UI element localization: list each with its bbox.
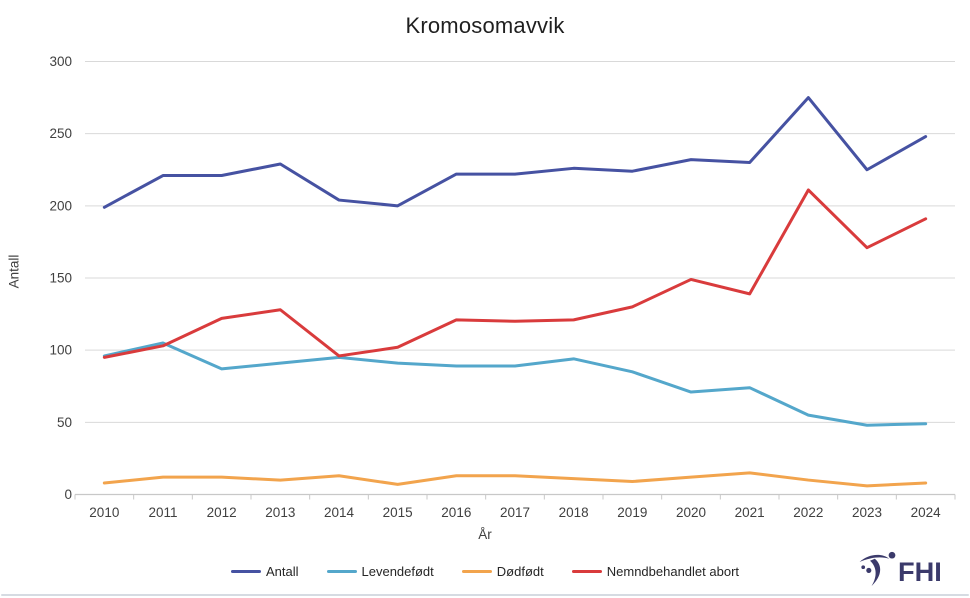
fhi-logo-text: FHI bbox=[898, 556, 942, 587]
series-line-levendef-dt bbox=[102, 341, 928, 427]
x-axis-title: År bbox=[478, 527, 492, 542]
series-line-antall bbox=[102, 96, 928, 209]
fhi-logo: FHI bbox=[859, 551, 942, 587]
legend-item-nemndbehandlet-abort: Nemndbehandlet abort bbox=[571, 564, 740, 579]
y-tick-label: 200 bbox=[49, 198, 72, 213]
legend-item-dodfodt: Dødfødt bbox=[461, 564, 544, 579]
x-tick-label: 2015 bbox=[383, 505, 413, 520]
x-tick-label: 2018 bbox=[559, 505, 589, 520]
chart-legend: Antall Levendefødt Dødfødt Nemndbehandle… bbox=[0, 564, 970, 579]
y-tick-label: 50 bbox=[57, 415, 72, 430]
legend-swatch-antall bbox=[230, 569, 261, 574]
legend-item-antall: Antall bbox=[230, 564, 299, 579]
legend-swatch-levendefodt bbox=[326, 569, 357, 574]
x-tick-label: 2013 bbox=[265, 505, 295, 520]
series-line-d-df-dt bbox=[102, 471, 928, 488]
legend-item-levendefodt: Levendefødt bbox=[326, 564, 434, 579]
x-tick-label: 2023 bbox=[852, 505, 882, 520]
y-tick-label: 250 bbox=[49, 126, 72, 141]
series-line-nemndbehandlet-abort bbox=[102, 188, 928, 359]
x-tick-label: 2011 bbox=[148, 505, 177, 520]
x-tick-label: 2020 bbox=[676, 505, 706, 520]
legend-label-levendefodt: Levendefødt bbox=[361, 564, 434, 579]
legend-label-antall: Antall bbox=[265, 564, 299, 579]
x-tick-label: 2024 bbox=[911, 505, 942, 520]
chart-title: Kromosomavvik bbox=[405, 13, 565, 38]
y-tick-label: 150 bbox=[49, 271, 72, 286]
y-tick-label: 0 bbox=[64, 487, 72, 502]
fhi-logo-swoosh-icon bbox=[859, 551, 896, 586]
x-tick-label: 2010 bbox=[89, 505, 119, 520]
x-tick-label: 2014 bbox=[324, 505, 355, 520]
bottom-divider bbox=[1, 594, 969, 596]
legend-swatch-nemndbehandlet-abort bbox=[571, 569, 602, 574]
legend-label-nemndbehandlet-abort: Nemndbehandlet abort bbox=[606, 564, 740, 579]
x-tick-label: 2017 bbox=[500, 505, 530, 520]
x-tick-label: 2016 bbox=[441, 505, 471, 520]
x-tick-label: 2012 bbox=[207, 505, 237, 520]
y-tick-label: 100 bbox=[49, 343, 72, 358]
x-tick-label: 2022 bbox=[793, 505, 823, 520]
legend-swatch-dodfodt bbox=[461, 569, 492, 574]
x-tick-label: 2021 bbox=[735, 505, 765, 520]
x-tick-label: 2019 bbox=[617, 505, 647, 520]
y-tick-label: 300 bbox=[49, 54, 72, 69]
legend-label-dodfodt: Dødfødt bbox=[496, 564, 544, 579]
